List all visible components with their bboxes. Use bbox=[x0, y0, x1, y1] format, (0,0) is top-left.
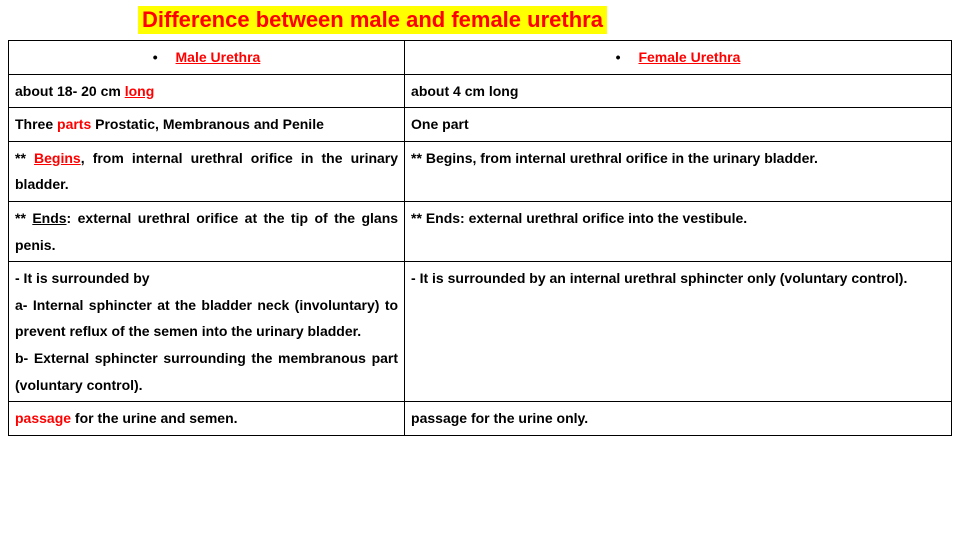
cell-right: ** Ends: external urethral orifice into … bbox=[405, 201, 952, 261]
bullet-icon: • bbox=[616, 49, 621, 65]
header-right-cell: • Female Urethra bbox=[405, 41, 952, 75]
cell-left: about 18- 20 cm long bbox=[9, 74, 405, 108]
page-title: Difference between male and female ureth… bbox=[138, 6, 607, 34]
table-row: ** Ends: external urethral orifice at th… bbox=[9, 201, 952, 261]
header-left-cell: • Male Urethra bbox=[9, 41, 405, 75]
header-right: Female Urethra bbox=[638, 49, 740, 65]
cell-right: - It is surrounded by an internal urethr… bbox=[405, 262, 952, 402]
cell-right: passage for the urine only. bbox=[405, 402, 952, 436]
cell-left: ** Begins, from internal urethral orific… bbox=[9, 141, 405, 201]
cell-right: about 4 cm long bbox=[405, 74, 952, 108]
cell-right: One part bbox=[405, 108, 952, 142]
table-row: passage for the urine and semen.passage … bbox=[9, 402, 952, 436]
table-row: Three parts Prostatic, Membranous and Pe… bbox=[9, 108, 952, 142]
cell-right: ** Begins, from internal urethral orific… bbox=[405, 141, 952, 201]
cell-left: passage for the urine and semen. bbox=[9, 402, 405, 436]
table-row: ** Begins, from internal urethral orific… bbox=[9, 141, 952, 201]
cell-left: ** Ends: external urethral orifice at th… bbox=[9, 201, 405, 261]
bullet-icon: • bbox=[153, 49, 158, 65]
table-row: - It is surrounded by a- Internal sphinc… bbox=[9, 262, 952, 402]
cell-left: Three parts Prostatic, Membranous and Pe… bbox=[9, 108, 405, 142]
header-left: Male Urethra bbox=[176, 49, 261, 65]
cell-left: - It is surrounded by a- Internal sphinc… bbox=[9, 262, 405, 402]
comparison-table: • Male Urethra • Female Urethra about 18… bbox=[8, 40, 952, 436]
table-row: about 18- 20 cm longabout 4 cm long bbox=[9, 74, 952, 108]
